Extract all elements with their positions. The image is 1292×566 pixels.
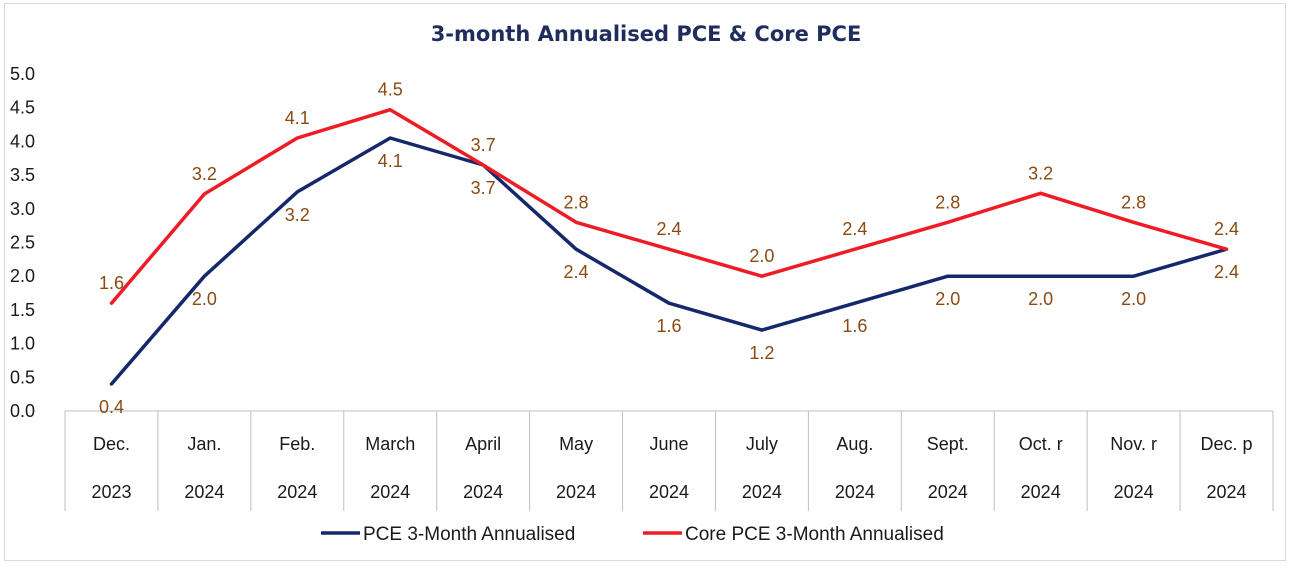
x-tick-year: 2024 bbox=[1207, 482, 1247, 502]
legend-label: PCE 3-Month Annualised bbox=[363, 524, 575, 545]
data-label: 2.0 bbox=[935, 289, 960, 309]
x-tick-month: Dec. p bbox=[1201, 434, 1253, 454]
y-tick-label: 1.0 bbox=[10, 334, 35, 354]
x-tick-month: March bbox=[365, 434, 415, 454]
data-labels: 0.4 2.0 3.2 4.1 3.7 2.4 1.6 1.2 1.6 2.0 2.0 2.0 2.4 1… bbox=[99, 80, 1239, 417]
x-tick-month: Nov. r bbox=[1110, 434, 1157, 454]
series-line-pce bbox=[109, 136, 1229, 386]
data-label: 0.4 bbox=[99, 397, 124, 417]
data-label: 3.7 bbox=[471, 135, 496, 155]
data-label: 1.6 bbox=[656, 316, 681, 336]
series-line-core-pce bbox=[109, 107, 1229, 305]
x-tick-month: Dec. bbox=[93, 434, 130, 454]
y-tick-label: 3.5 bbox=[10, 165, 35, 185]
y-tick-label: 2.5 bbox=[10, 233, 35, 253]
x-tick-year: 2024 bbox=[649, 482, 689, 502]
x-tick-year: 2024 bbox=[835, 482, 875, 502]
data-label: 2.4 bbox=[1214, 262, 1239, 282]
x-tick-year: 2024 bbox=[556, 482, 596, 502]
y-tick-label: 5.0 bbox=[10, 64, 35, 84]
x-tick-month: Feb. bbox=[279, 434, 315, 454]
data-label: 2.4 bbox=[564, 262, 589, 282]
x-tick-month: May bbox=[559, 434, 593, 454]
data-label: 2.0 bbox=[1121, 289, 1146, 309]
data-label: 2.4 bbox=[1214, 219, 1239, 239]
data-label: 2.4 bbox=[842, 219, 867, 239]
chart-title: 3-month Annualised PCE & Core PCE bbox=[431, 22, 862, 46]
data-label: 3.2 bbox=[285, 205, 310, 225]
x-tick-year: 2024 bbox=[463, 482, 503, 502]
x-tick-month: Jan. bbox=[187, 434, 221, 454]
data-label: 2.0 bbox=[1028, 289, 1053, 309]
x-tick-month: Aug. bbox=[836, 434, 873, 454]
x-tick-year: 2024 bbox=[277, 482, 317, 502]
data-label: 2.8 bbox=[1121, 192, 1146, 212]
x-tick-year: 2024 bbox=[370, 482, 410, 502]
x-tick-year: 2023 bbox=[91, 482, 131, 502]
x-tick-year: 2024 bbox=[1114, 482, 1154, 502]
series-lines bbox=[109, 107, 1229, 386]
data-label: 3.2 bbox=[1028, 163, 1053, 183]
data-label: 4.1 bbox=[378, 151, 403, 171]
x-tick-month: July bbox=[746, 434, 778, 454]
data-label: 2.0 bbox=[192, 289, 217, 309]
data-label: 4.1 bbox=[285, 108, 310, 128]
chart-frame bbox=[4, 3, 1286, 561]
y-tick-label: 2.0 bbox=[10, 266, 35, 286]
data-label: 2.8 bbox=[935, 192, 960, 212]
x-tick-month: Oct. r bbox=[1019, 434, 1063, 454]
y-tick-label: 1.5 bbox=[10, 300, 35, 320]
data-label: 4.5 bbox=[378, 80, 403, 100]
y-tick-label: 0.0 bbox=[10, 401, 35, 421]
x-tick-month: Sept. bbox=[927, 434, 969, 454]
data-label: 1.6 bbox=[842, 316, 867, 336]
data-label: 3.7 bbox=[471, 178, 496, 198]
y-tick-label: 0.5 bbox=[10, 367, 35, 387]
data-label: 1.2 bbox=[749, 343, 774, 363]
y-tick-label: 4.0 bbox=[10, 131, 35, 151]
data-label: 1.6 bbox=[99, 273, 124, 293]
x-tick-year: 2024 bbox=[742, 482, 782, 502]
x-tick-month: June bbox=[649, 434, 688, 454]
category-axis-table: Dec. 2023 Jan. 2024 Feb. 2024 March 2024 April 20… bbox=[64, 410, 1274, 511]
data-label: 2.4 bbox=[656, 219, 681, 239]
x-tick-year: 2024 bbox=[184, 482, 224, 502]
data-label: 2.8 bbox=[564, 192, 589, 212]
y-tick-label: 4.5 bbox=[10, 98, 35, 118]
legend: PCE 3-Month Annualised Core PCE 3-Month A… bbox=[321, 524, 944, 545]
legend-label: Core PCE 3-Month Annualised bbox=[685, 524, 944, 545]
y-tick-label: 3.0 bbox=[10, 199, 35, 219]
data-label: 2.0 bbox=[749, 246, 774, 266]
y-axis-ticks: 0.0 0.5 1.0 1.5 2.0 2.5 3.0 3.5 4.0 4.5 5.0 bbox=[10, 64, 35, 421]
x-tick-month: April bbox=[465, 434, 501, 454]
x-tick-year: 2024 bbox=[1021, 482, 1061, 502]
x-tick-year: 2024 bbox=[928, 482, 968, 502]
data-label: 3.2 bbox=[192, 164, 217, 184]
